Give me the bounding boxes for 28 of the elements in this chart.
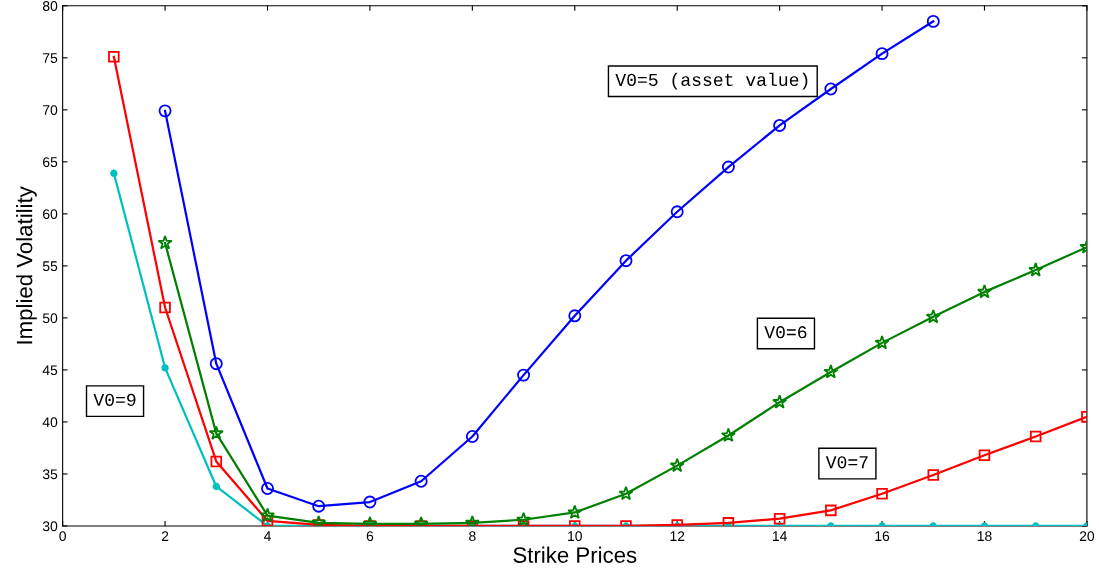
x-tick-label: 2 bbox=[161, 531, 169, 541]
y-tick-label: 40 bbox=[42, 417, 58, 428]
text: V0=6 bbox=[764, 326, 807, 339]
x-tick-label: 6 bbox=[366, 531, 374, 542]
x-tick-label: 12 bbox=[670, 531, 685, 541]
y-tick-label: 50 bbox=[42, 313, 58, 324]
x-tick-label: 10 bbox=[568, 531, 582, 542]
x-tick-label: 14 bbox=[772, 531, 787, 541]
y-tick-label: 45 bbox=[42, 365, 58, 376]
y-tick-label: 30 bbox=[42, 521, 58, 532]
y-tick-label: 60 bbox=[43, 209, 58, 220]
x-tick-label: 0 bbox=[59, 531, 66, 542]
series-label: V0=5 (asset value) bbox=[615, 72, 808, 90]
x-axis-title: Strike Prices bbox=[513, 546, 637, 563]
y-tick-label: 55 bbox=[42, 261, 58, 272]
y-tick-label: 80 bbox=[42, 1, 58, 11]
y-tick-label: 65 bbox=[43, 157, 58, 168]
y-tick-label: 35 bbox=[42, 469, 58, 480]
x-tick-label: 18 bbox=[977, 531, 992, 542]
text: V0=9 bbox=[93, 393, 136, 406]
y-tick-label: 70 bbox=[43, 105, 58, 115]
series-label: V0=7 bbox=[825, 456, 868, 469]
x-tick-label: 8 bbox=[469, 531, 476, 542]
y-axis-title: Implied Volatility bbox=[16, 186, 37, 344]
y-tick-label: 75 bbox=[43, 53, 58, 63]
x-tick-label: 20 bbox=[1079, 531, 1095, 542]
x-tick-label: 4 bbox=[263, 531, 271, 541]
x-tick-label: 16 bbox=[875, 531, 890, 542]
